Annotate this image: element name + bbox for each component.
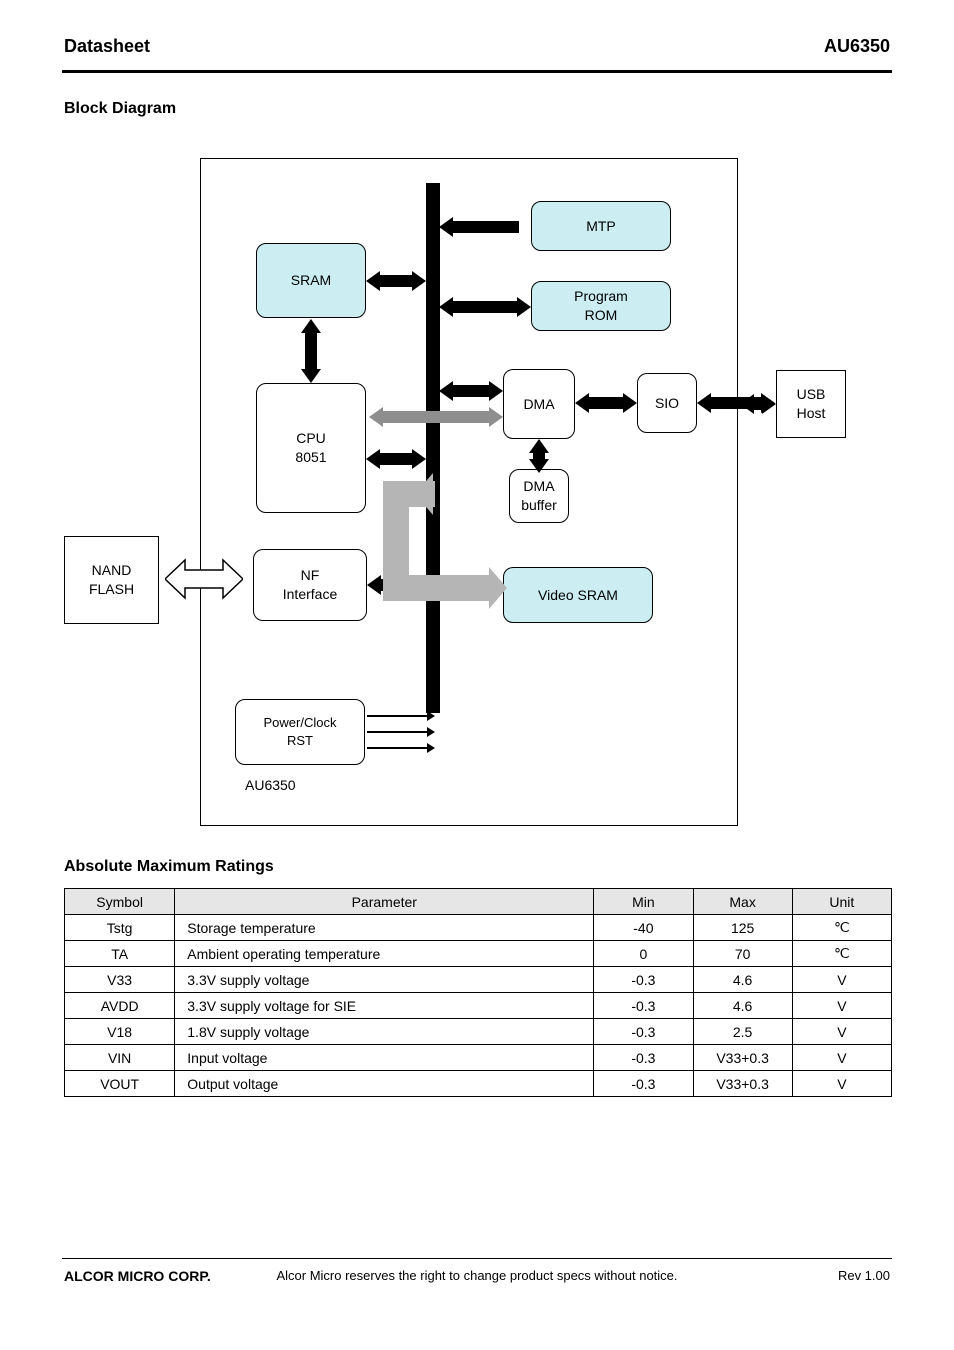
col-param: Parameter (175, 889, 594, 915)
cell-unit: ℃ (792, 941, 891, 967)
cell-max: 4.6 (693, 993, 792, 1019)
table-row: TA Ambient operating temperature 0 70 ℃ (65, 941, 892, 967)
cell-max: 70 (693, 941, 792, 967)
footer-right: Rev 1.00 (838, 1268, 890, 1283)
block-sram: SRAM (256, 243, 366, 318)
cell-param: 1.8V supply voltage (175, 1019, 594, 1045)
gray-path-head (489, 567, 507, 609)
table-row: VIN Input voltage -0.3 V33+0.3 V (65, 1045, 892, 1071)
arrow-frame-host (752, 398, 764, 410)
cell-max: 4.6 (693, 967, 792, 993)
cell-sym: V18 (65, 1019, 175, 1045)
col-min: Min (594, 889, 693, 915)
block-nf-interface: NFInterface (253, 549, 367, 621)
table-row: AVDD 3.3V supply voltage for SIE -0.3 4.… (65, 993, 892, 1019)
ext-nand-flash: NANDFLASH (64, 536, 159, 624)
block-dma-buffer: DMAbuffer (509, 469, 569, 523)
table-row: Tstg Storage temperature -40 125 ℃ (65, 915, 892, 941)
table-row: V33 3.3V supply voltage -0.3 4.6 V (65, 967, 892, 993)
cell-param: 3.3V supply voltage for SIE (175, 993, 594, 1019)
pwr-out-2 (367, 731, 427, 733)
arrow-bus-dma (451, 385, 491, 397)
page: Datasheet AU6350 Block Diagram MTP Progr… (0, 0, 954, 1350)
arrow-dma-dmabuf (533, 451, 545, 461)
arrow-dma-sio (587, 397, 625, 409)
cell-min: 0 (594, 941, 693, 967)
cell-param: Storage temperature (175, 915, 594, 941)
arrow-prom-bus (451, 301, 519, 313)
ext-usb-host: USBHost (776, 370, 846, 438)
col-symbol: Symbol (65, 889, 175, 915)
block-program-rom: ProgramROM (531, 281, 671, 331)
arrow-sram-bus (378, 275, 414, 287)
diagram-frame: MTP ProgramROM SRAM Video SRAM CPU8051 D… (200, 158, 738, 826)
block-mtp: MTP (531, 201, 671, 251)
header-rule (62, 70, 892, 73)
arrow-gray-dma-bus (381, 411, 491, 423)
arrow-sram-cpu (305, 331, 317, 371)
cell-min: -0.3 (594, 1045, 693, 1071)
cell-param: Ambient operating temperature (175, 941, 594, 967)
gray-path-horizontal (383, 575, 491, 601)
cell-min: -0.3 (594, 967, 693, 993)
cell-sym: AVDD (65, 993, 175, 1019)
abs-table: Symbol Parameter Min Max Unit Tstg Stora… (64, 888, 892, 1097)
gray-path-tail-head (415, 473, 433, 515)
cell-max: 125 (693, 915, 792, 941)
block-cpu: CPU8051 (256, 383, 366, 513)
arrow-cpu-bus (378, 453, 414, 465)
cell-sym: VOUT (65, 1071, 175, 1097)
chip-label: AU6350 (245, 777, 296, 793)
block-power-clock-rst: Power/ClockRST (235, 699, 365, 765)
cell-sym: TA (65, 941, 175, 967)
cell-param: 3.3V supply voltage (175, 967, 594, 993)
table-row: V18 1.8V supply voltage -0.3 2.5 V (65, 1019, 892, 1045)
section-title-absmax: Absolute Maximum Ratings (64, 858, 274, 876)
cell-sym: Tstg (65, 915, 175, 941)
table-row: VOUT Output voltage -0.3 V33+0.3 V (65, 1071, 892, 1097)
cell-sym: V33 (65, 967, 175, 993)
cell-min: -0.3 (594, 993, 693, 1019)
cell-param: Input voltage (175, 1045, 594, 1071)
cell-unit: V (792, 967, 891, 993)
footer-rule (62, 1258, 892, 1259)
col-unit: Unit (792, 889, 891, 915)
cell-unit: V (792, 1045, 891, 1071)
cell-unit: V (792, 1019, 891, 1045)
cell-min: -0.3 (594, 1019, 693, 1045)
section-title-blockdiagram: Block Diagram (64, 100, 176, 118)
block-dma: DMA (503, 369, 575, 439)
cell-unit: V (792, 1071, 891, 1097)
col-max: Max (693, 889, 792, 915)
cell-min: -0.3 (594, 1071, 693, 1097)
cell-unit: V (792, 993, 891, 1019)
arrow-mtp-bus (451, 221, 519, 233)
arrow-hollow-nf-nfif (165, 556, 243, 602)
pwr-out-3 (367, 747, 427, 749)
cell-max: V33+0.3 (693, 1045, 792, 1071)
cell-min: -40 (594, 915, 693, 941)
cell-param: Output voltage (175, 1071, 594, 1097)
block-video-sram: Video SRAM (503, 567, 653, 623)
block-sio: SIO (637, 373, 697, 433)
table-header-row: Symbol Parameter Min Max Unit (65, 889, 892, 915)
footer-center: Alcor Micro reserves the right to change… (0, 1268, 954, 1283)
header-title: Datasheet (64, 36, 150, 57)
cell-max: 2.5 (693, 1019, 792, 1045)
cell-unit: ℃ (792, 915, 891, 941)
cell-sym: VIN (65, 1045, 175, 1071)
header-code: AU6350 (824, 36, 890, 57)
pwr-out-1 (367, 715, 427, 717)
cell-max: V33+0.3 (693, 1071, 792, 1097)
bus (426, 183, 440, 713)
